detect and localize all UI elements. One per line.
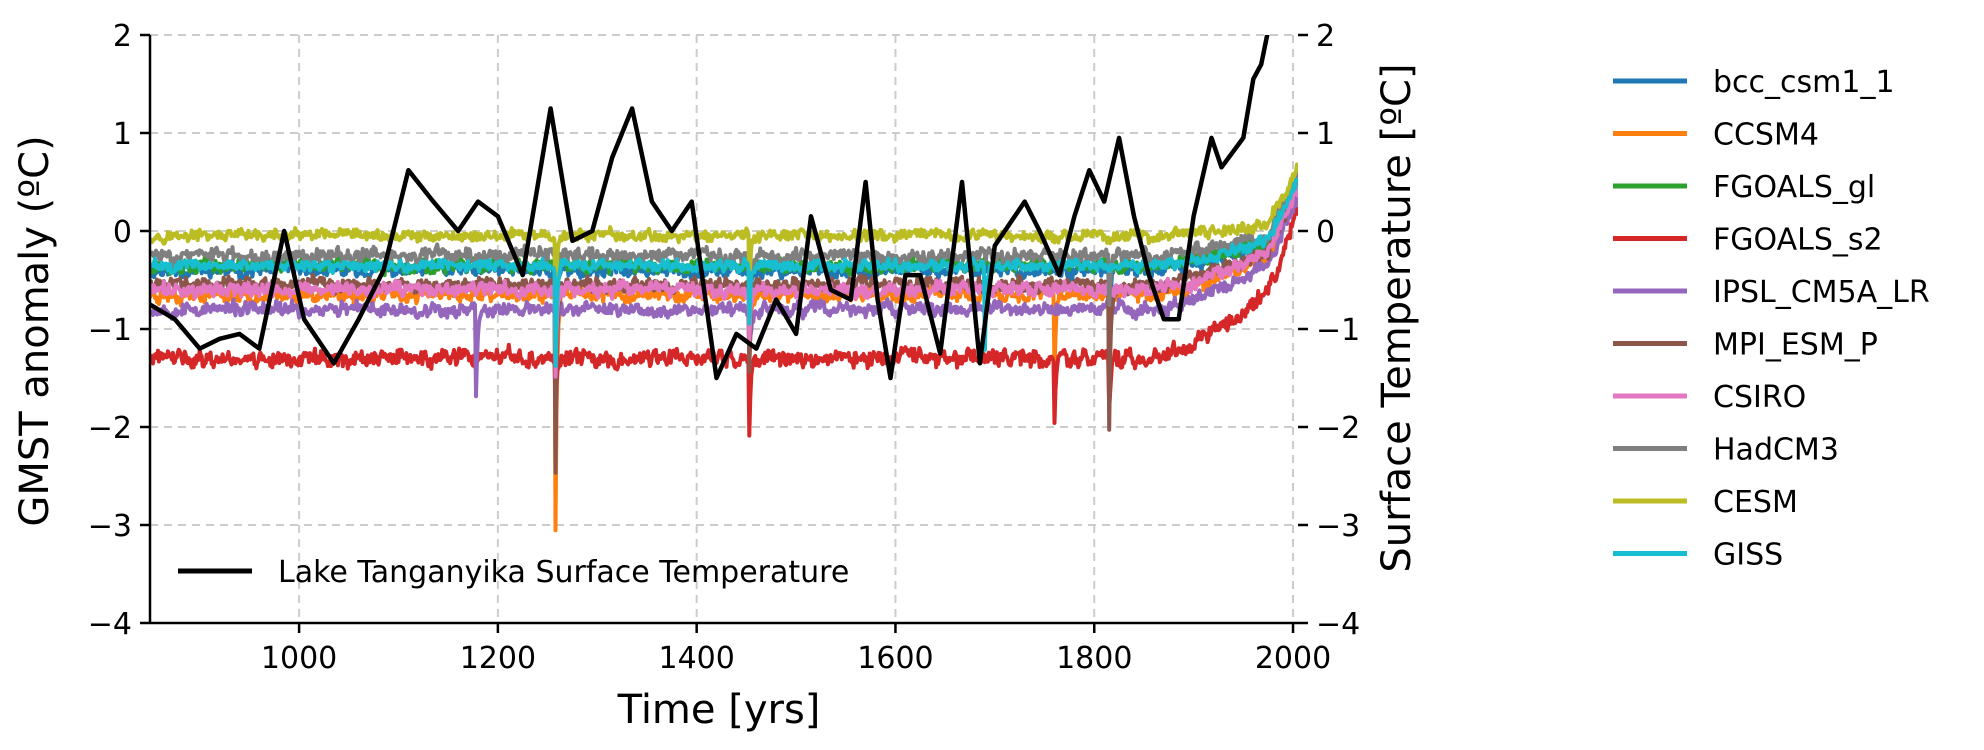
observed-legend-label: Lake Tanganyika Surface Temperature [278, 555, 849, 590]
y-tick-label-right: 0 [1316, 215, 1335, 250]
y-tick-label-left: 1 [113, 117, 132, 152]
legend-label-HadCM3: HadCM3 [1713, 433, 1839, 468]
y-tick-label-right: 2 [1316, 19, 1335, 54]
series-line-HadCM3 [150, 171, 1298, 335]
legend-label-FGOALS_gl: FGOALS_gl [1713, 170, 1875, 205]
series-line-CESM [150, 162, 1298, 311]
x-tick-label: 1400 [658, 641, 734, 676]
ticks: 1000 1200 1400 1600 1800 2000−4 −4−3 −3−2 −2−1 −1… [88, 19, 1360, 676]
legend-label-FGOALS_s2: FGOALS_s2 [1713, 223, 1883, 258]
legend-label-CESM: CESM [1713, 485, 1798, 520]
y-tick-label-right: −4 [1316, 607, 1360, 642]
legend-label-CCSM4: CCSM4 [1713, 118, 1819, 153]
x-axis-title: Time [yrs] [617, 687, 821, 733]
x-tick-label: 1800 [1056, 641, 1132, 676]
y-tick-label-right: −3 [1316, 509, 1360, 544]
legend-label-IPSL_CM5A_LR: IPSL_CM5A_LR [1713, 275, 1930, 310]
y-tick-label-left: 0 [113, 215, 132, 250]
y-tick-label-left: −1 [88, 313, 132, 348]
y-tick-label-left: −4 [88, 607, 132, 642]
series-layer [150, 35, 1298, 533]
y-axis-title-left: GMST anomaly (ºC) [12, 135, 58, 526]
y-tick-label-right: −1 [1316, 313, 1360, 348]
observed-legend: Lake Tanganyika Surface Temperature [178, 555, 849, 590]
y-axis-title-right: Surface Temperature [ºC] [1374, 63, 1420, 572]
x-tick-label: 2000 [1255, 641, 1331, 676]
y-tick-label-right: −2 [1316, 411, 1360, 446]
model-legend: bcc_csm1_1 CCSM4 FGOALS_gl FGOALS_s2 IPSL_CM… [1613, 65, 1930, 573]
observed-series-line [150, 35, 1270, 381]
x-tick-label: 1000 [261, 641, 337, 676]
legend-label-CSIRO: CSIRO [1713, 380, 1806, 415]
x-tick-label: 1600 [857, 641, 933, 676]
y-tick-label-left: 2 [113, 19, 132, 54]
legend-label-bcc_csm1_1: bcc_csm1_1 [1713, 65, 1895, 100]
series-line-GISS [150, 177, 1298, 368]
legend-label-MPI_ESM_P: MPI_ESM_P [1713, 328, 1878, 363]
legend-label-GISS: GISS [1713, 538, 1783, 573]
grid [150, 34, 1298, 624]
x-tick-label: 1200 [460, 641, 536, 676]
y-tick-label-left: −2 [88, 411, 132, 446]
y-tick-label-left: −3 [88, 509, 132, 544]
y-tick-label-right: 1 [1316, 117, 1335, 152]
series-line-CSIRO [150, 185, 1298, 379]
